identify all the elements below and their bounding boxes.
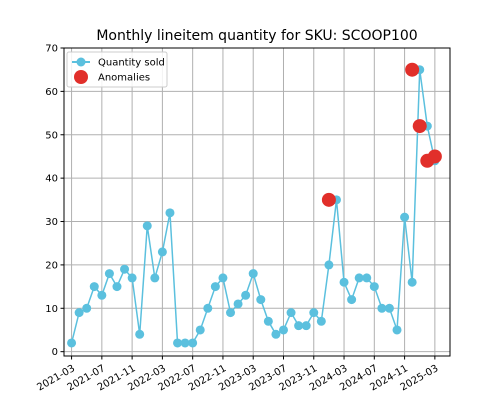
data-point-quantity-sold (203, 303, 213, 313)
data-point-quantity-sold (142, 221, 152, 231)
data-point-quantity-sold (377, 303, 387, 313)
data-point-quantity-sold (226, 308, 236, 318)
y-tick-label: 60 (45, 87, 58, 98)
data-point-quantity-sold (150, 273, 160, 283)
data-point-quantity-sold (286, 308, 296, 318)
data-point-quantity-sold (324, 260, 334, 270)
y-tick-label: 30 (45, 217, 58, 228)
data-point-quantity-sold (165, 208, 175, 218)
data-point-quantity-sold (120, 264, 130, 274)
y-tick-label: 70 (45, 44, 58, 55)
y-tick-label: 50 (45, 130, 58, 141)
data-point-quantity-sold (294, 321, 304, 331)
legend: Quantity sold Anomalies (66, 51, 168, 88)
data-point-quantity-sold (362, 273, 372, 283)
data-point-quantity-sold (271, 329, 281, 339)
data-point-quantity-sold (301, 321, 311, 331)
data-point-quantity-sold (384, 303, 394, 313)
data-point-quantity-sold (263, 316, 273, 326)
anomaly-point (321, 192, 336, 207)
y-tick-label: 40 (45, 174, 58, 185)
data-point-quantity-sold (188, 338, 198, 348)
anomaly-point (405, 62, 420, 77)
data-point-quantity-sold (278, 325, 288, 335)
y-tick-label: 20 (45, 260, 58, 271)
plot-area-frame (63, 47, 451, 357)
legend-label-quantity: Quantity sold (98, 58, 165, 69)
data-point-quantity-sold (241, 290, 251, 300)
data-point-quantity-sold (127, 273, 137, 283)
data-point-quantity-sold (256, 295, 266, 305)
data-point-quantity-sold (369, 282, 379, 292)
data-point-quantity-sold (195, 325, 205, 335)
data-point-quantity-sold (248, 269, 258, 279)
data-point-quantity-sold (82, 303, 92, 313)
data-point-quantity-sold (74, 308, 84, 318)
legend-label-anomalies: Anomalies (98, 73, 150, 84)
anomaly-point (427, 149, 442, 164)
grid (64, 47, 450, 356)
data-point-quantity-sold (112, 282, 122, 292)
data-point-quantity-sold (173, 338, 183, 348)
data-point-quantity-sold (400, 212, 410, 222)
data-point-quantity-sold (210, 282, 220, 292)
axis-ticks: 0102030405060702021-032021-072021-112022… (35, 44, 440, 394)
data-point-quantity-sold (347, 295, 357, 305)
data-point-quantity-sold (180, 338, 190, 348)
data-point-quantity-sold (309, 308, 319, 318)
data-point-quantity-sold (316, 316, 326, 326)
data-point-quantity-sold (104, 269, 114, 279)
chart-title: Monthly lineitem quantity for SKU: SCOOP… (96, 28, 417, 44)
data-point-quantity-sold (218, 273, 228, 283)
data-point-quantity-sold (354, 273, 364, 283)
y-tick-label: 10 (45, 304, 58, 315)
data-point-quantity-sold (392, 325, 402, 335)
legend-box (66, 51, 168, 88)
series-layer (67, 62, 442, 348)
data-point-quantity-sold (407, 277, 417, 287)
data-point-quantity-sold (97, 290, 107, 300)
data-point-quantity-sold (67, 338, 77, 348)
anomaly-point (412, 119, 427, 134)
data-point-quantity-sold (89, 282, 99, 292)
data-point-quantity-sold (233, 299, 243, 309)
legend-marker-anomalies (74, 70, 88, 84)
y-tick-label: 0 (52, 347, 58, 358)
data-point-quantity-sold (157, 247, 167, 257)
data-point-quantity-sold (339, 277, 349, 287)
legend-marker-quantity (76, 57, 86, 67)
data-point-quantity-sold (135, 329, 145, 339)
